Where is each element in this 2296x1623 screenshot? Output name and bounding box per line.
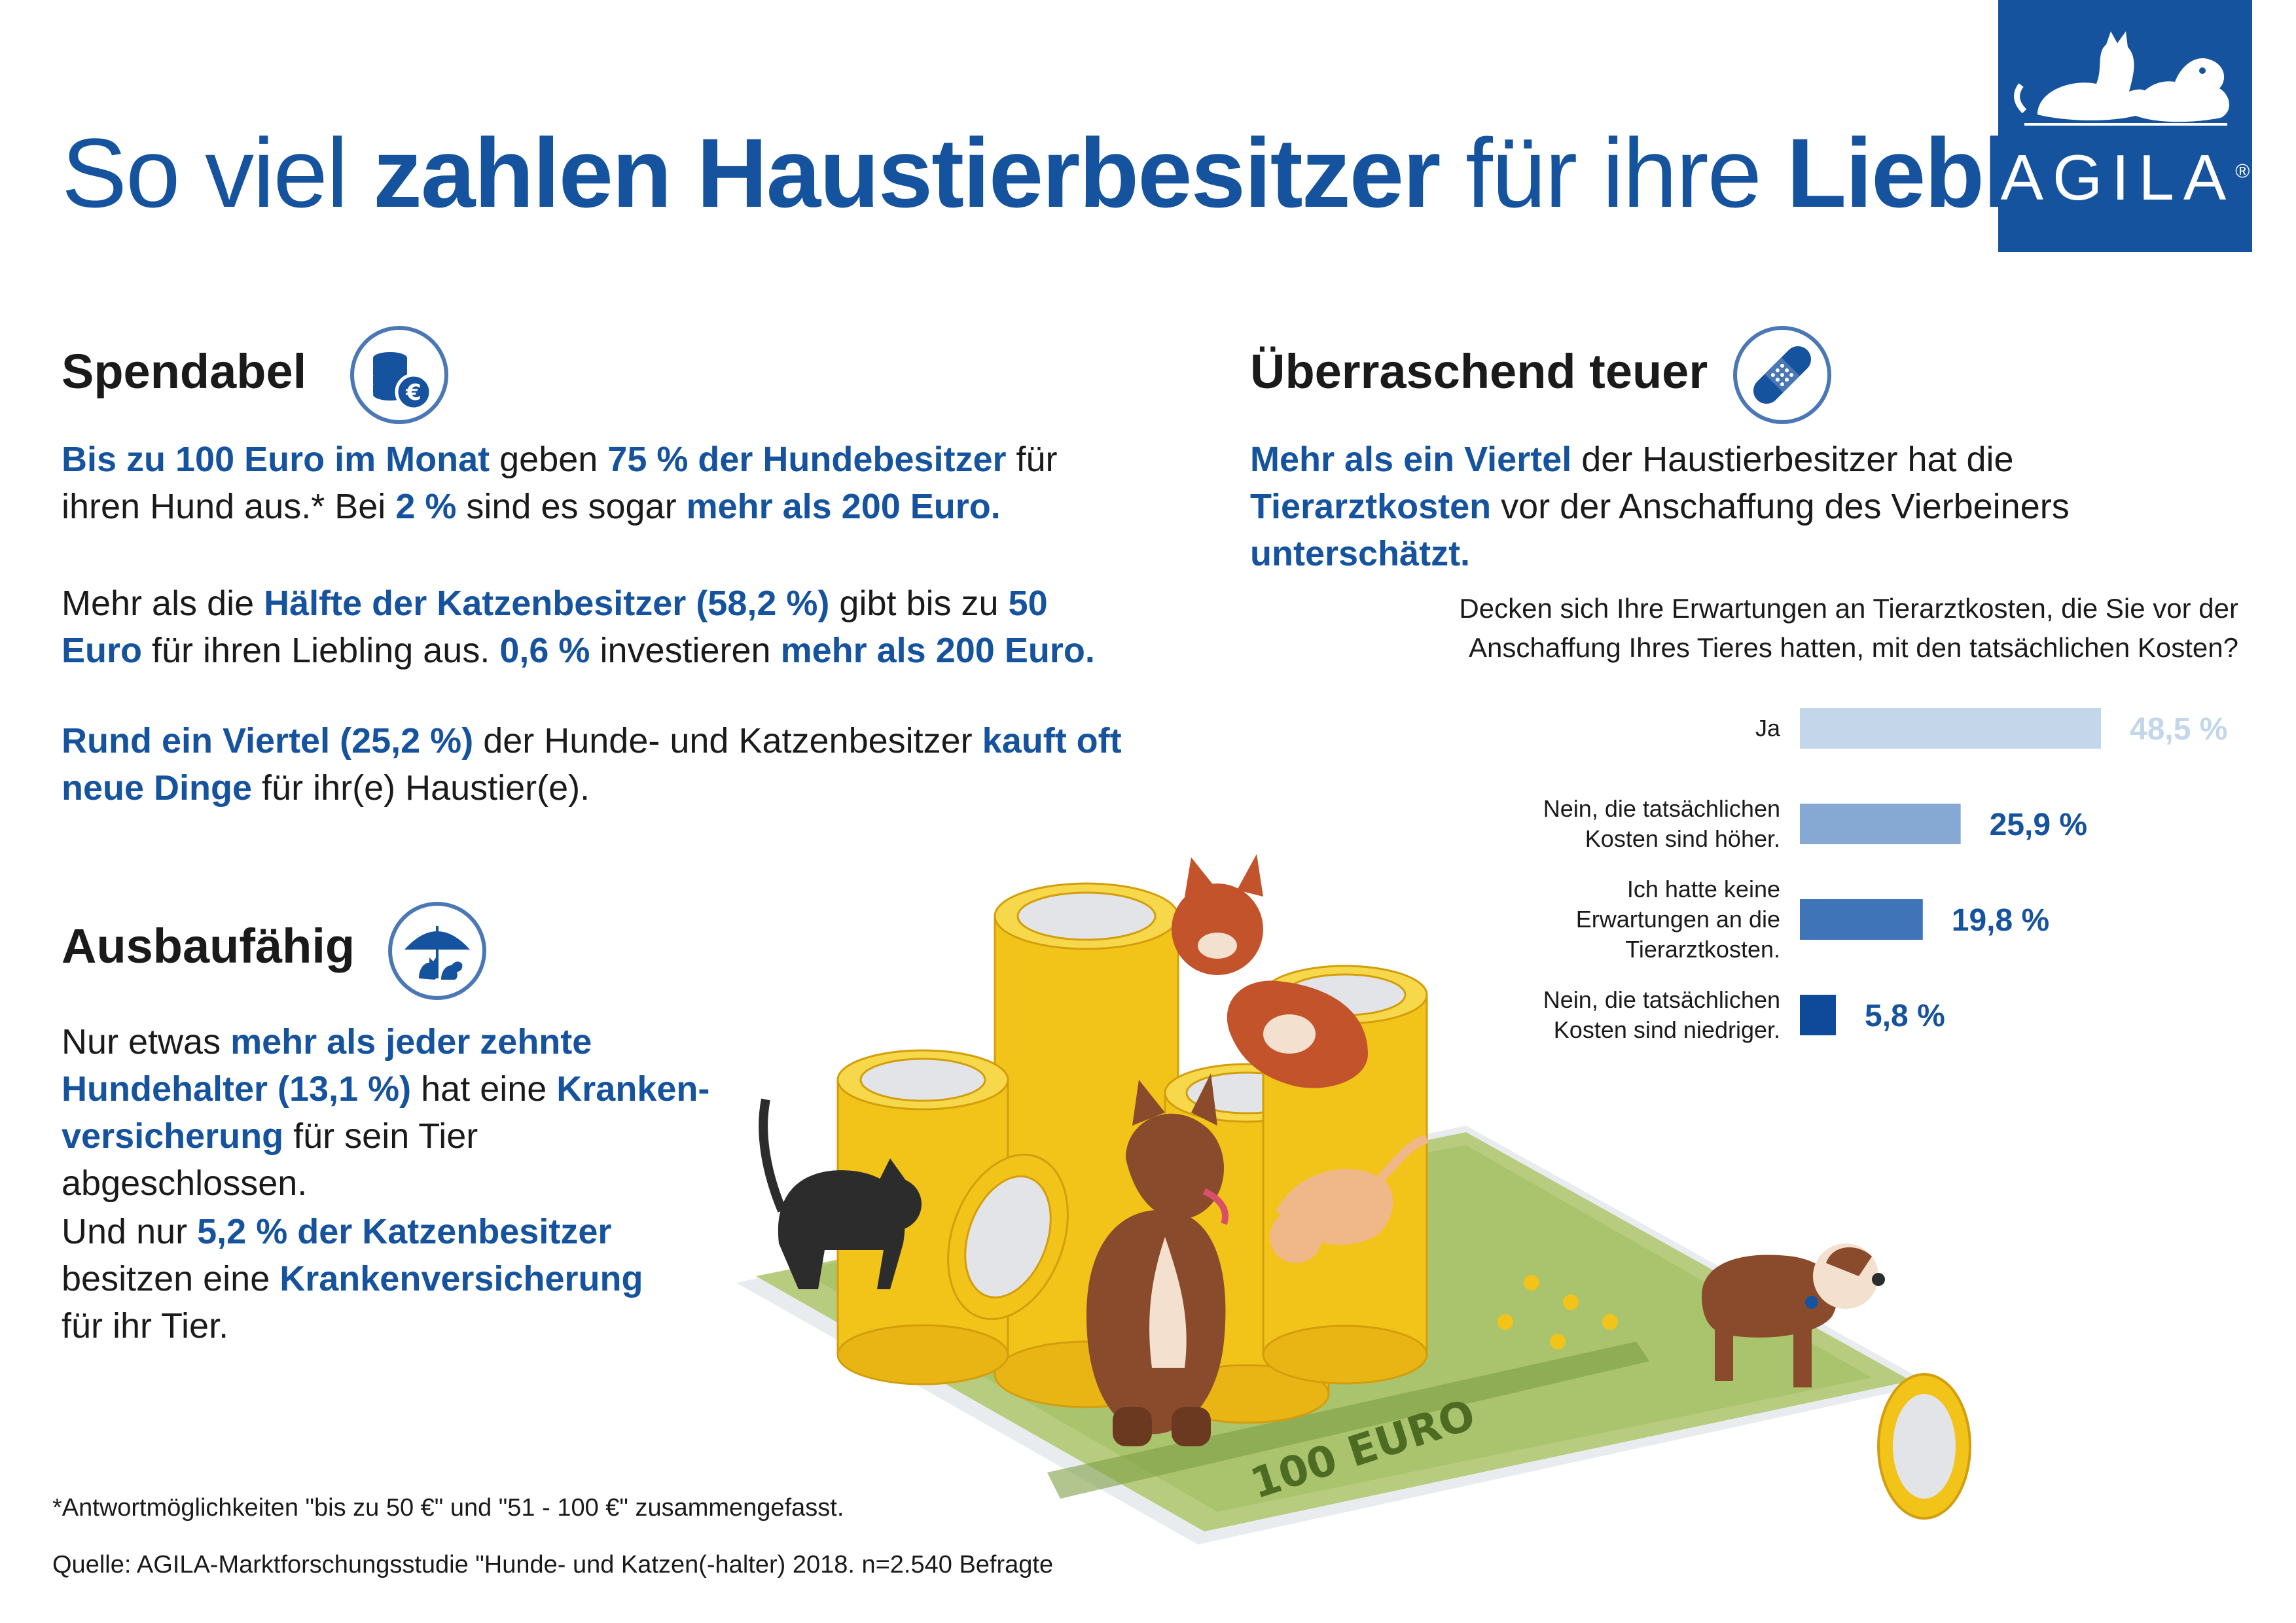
highlight-text: mehr als 200 Euro. [780, 631, 1095, 670]
highlight-text: Hälfte der Katzenbesitzer (58,2 %) [264, 584, 830, 623]
cat-dog-silhouette-icon [2014, 31, 2229, 126]
highlight-text: Krankenversicherung [279, 1259, 643, 1298]
highlight-text: Bis zu 100 Euro im Monat [62, 440, 490, 479]
red-cat-icon [1172, 854, 1368, 1088]
page-title: So viel zahlen Haustierbesitzer für ihre… [62, 116, 2207, 230]
black-cat-icon [759, 1098, 922, 1289]
chart-bar [1800, 708, 2101, 749]
rolling-coin-icon [1877, 1373, 1971, 1520]
highlight-text: Rund ein Viertel (25,2 %) [62, 721, 474, 760]
spendabel-paragraph-3: Rund ein Viertel (25,2 %) der Hunde- und… [62, 717, 1135, 812]
section-heading-spendabel: Spendabel [62, 344, 307, 399]
category-label: Ja [1755, 715, 1781, 741]
brown-dog-sitting-icon [1086, 1073, 1229, 1446]
body-text: der Hunde- und Katzenbesitzer [473, 721, 982, 760]
highlight-text: Kranken-versicherung [62, 1069, 710, 1156]
highlight-text: 2 % [395, 487, 457, 526]
body-text: besitzen eine [62, 1259, 280, 1298]
highlight-text: kauft oft neue Dinge [62, 721, 1122, 808]
body-text: vor der Anschaffung des Vierbeiners [1491, 487, 2070, 526]
chart-bar [1800, 995, 1837, 1035]
body-text: geben [490, 440, 608, 479]
highlight-text: mehr als 200 Euro. [686, 487, 1001, 526]
body-text: für ihren Liebling aus. [142, 631, 500, 670]
body-text: hat eine [411, 1069, 557, 1109]
coins-euro-icon: € [350, 326, 448, 424]
value-label: 25,9 % [1990, 808, 2087, 842]
highlight-text: 5,2 % der Katzenbesitzer [197, 1212, 612, 1251]
body-text: für sein Tier abgeschlossen. [62, 1116, 478, 1203]
category-label: Nein, die tatsächlichen Kosten sind niedr… [1543, 986, 1780, 1043]
title-emphasis: zahlen Haustierbesitzer [372, 118, 1441, 228]
footnote: *Antwortmöglichkeiten "bis zu 50 €" und … [52, 1494, 844, 1522]
chart-bar [1800, 899, 1923, 940]
puppy-walking-icon [1702, 1243, 1885, 1387]
body-text: der Haustierbesitzer hat die [1571, 440, 2014, 479]
ausbaufaehig-paragraph-2: Und nur 5,2 % der Katzenbesitzer besitze… [62, 1208, 690, 1349]
body-text: Nur etwas [62, 1022, 231, 1061]
money-pets-illustration-icon: 100 EURO [736, 854, 1971, 1544]
svg-text:€: € [405, 380, 422, 406]
body-text: für ihren Hund aus.* Bei [62, 440, 1058, 526]
body-text: für ihr(e) Haustier(e). [252, 768, 590, 808]
chart-bar [1800, 804, 1961, 844]
highlight-text: unterschätzt. [1250, 534, 1471, 573]
bandage-icon [1733, 326, 1831, 424]
agila-logo: AGILA® [1998, 0, 2252, 252]
body-text: Mehr als die [62, 584, 264, 623]
umbrella-pets-icon [388, 902, 486, 1000]
spendabel-paragraph-2: Mehr als die Hälfte der Katzenbesitzer (… [62, 580, 1135, 674]
spendabel-paragraph-1: Bis zu 100 Euro im Monat geben 75 % der … [62, 436, 1135, 530]
chart-question: Decken sich Ihre Erwartungen an Tierarzt… [1459, 593, 2238, 663]
highlight-text: mehr als jeder zehnte Hundehalter (13,1 … [62, 1022, 592, 1109]
bar-chart: Ja 48,5 % Nein, die tatsächlichen Kosten si… [1543, 708, 2227, 1043]
category-label: Nein, die tatsächlichen Kosten sind höher… [1543, 795, 1780, 852]
ausbaufaehig-paragraph-1: Nur etwas mehr als jeder zehnte Hundehal… [62, 1018, 716, 1207]
highlight-text: 75 % der Hundebesitzer [607, 440, 1007, 479]
highlight-text: 0,6 % [499, 631, 590, 670]
orange-cat-icon [1270, 1134, 1429, 1263]
title-part: So viel [62, 118, 373, 228]
title-part: für ihre [1439, 118, 1787, 228]
value-label: 19,8 % [1952, 903, 2049, 938]
highlight-text: Tierarztkosten [1250, 487, 1492, 526]
source-note: Quelle: AGILA-Marktforschungsstudie "Hun… [52, 1551, 1054, 1578]
highlight-text: Mehr als ein Viertel [1250, 440, 1572, 479]
logo-text: AGILA® [2000, 141, 2250, 213]
section-heading-ausbaufaehig: Ausbaufähig [62, 919, 355, 973]
value-label: 5,8 % [1865, 999, 1945, 1033]
body-text: Und nur [62, 1212, 198, 1251]
body-text: gibt bis zu [829, 584, 1009, 623]
teuer-paragraph-1: Mehr als ein Viertel der Haustierbesitze… [1250, 436, 2245, 577]
category-label: Ich hatte keine Erwartungen an die Tierarz… [1576, 876, 1780, 963]
body-text: sind es sogar [456, 487, 687, 526]
body-text: investieren [590, 631, 781, 670]
value-label: 48,5 % [2130, 712, 2227, 747]
highlight-text: 50 Euro [62, 584, 1048, 670]
section-heading-teuer: Überraschend teuer [1250, 344, 1708, 399]
body-text: für ihr Tier. [62, 1306, 229, 1346]
